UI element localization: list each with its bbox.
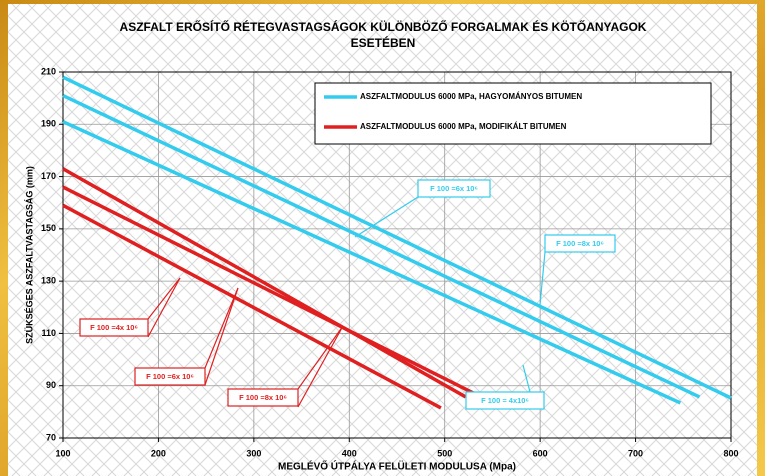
annotation-box — [417, 179, 491, 198]
x-tick-label: 700 — [628, 448, 643, 458]
y-tick-label: 190 — [41, 119, 56, 129]
annotation: F 100 =6x 10⁶ — [146, 372, 194, 381]
data-line — [62, 93, 701, 399]
callout-line — [147, 277, 181, 320]
x-tick-label: 500 — [437, 448, 452, 458]
x-tick-label: 100 — [55, 448, 70, 458]
callout-line — [522, 364, 531, 393]
callout-line — [204, 287, 239, 386]
plot-border — [62, 71, 732, 439]
callout-line — [204, 287, 239, 369]
x-tick-label: 800 — [723, 448, 738, 458]
x-tick-label: 600 — [533, 448, 548, 458]
annotation: F 100 =4x 10⁶ — [90, 323, 138, 332]
y-tick-label: 170 — [41, 171, 56, 181]
annotation: F 100 =8x 10⁶ — [556, 239, 604, 248]
y-tick-label: 150 — [41, 223, 56, 233]
callout-line — [539, 251, 546, 306]
y-axis-label: SZÜKSÉGES ASZFALTVASTAGSÁG (mm) — [24, 166, 34, 344]
legend-label: ASZFALTMODULUS 6000 MPa, HAGYOMÁNYOS BIT… — [360, 92, 582, 101]
annotation-box — [79, 318, 149, 337]
annotation-box — [465, 391, 545, 410]
chart-title: ESETÉBEN — [351, 35, 416, 50]
annotation-box — [544, 234, 616, 253]
data-line — [62, 120, 682, 405]
legend — [314, 82, 712, 145]
x-axis-label: MEGLÉVŐ ÚTPÁLYA FELÜLETI MODULUSA (Mpa) — [278, 460, 516, 473]
data-line — [62, 75, 732, 400]
x-tick-label: 300 — [246, 448, 261, 458]
data-line — [62, 203, 442, 410]
chart-area — [8, 4, 757, 476]
x-tick-label: 400 — [342, 448, 357, 458]
plot: ASZFALTMODULUS 6000 MPa, HAGYOMÁNYOS BIT… — [62, 75, 732, 410]
y-tick-label: 70 — [46, 432, 56, 442]
callout-line — [354, 196, 419, 238]
data-line — [62, 185, 502, 409]
annotation-box — [227, 388, 299, 407]
annotation: F 100 =8x 10⁶ — [239, 393, 287, 402]
legend-label: ASZFALTMODULUS 6000 MPa, MODIFIKÁLT BITU… — [360, 122, 567, 131]
x-tick-label: 200 — [151, 448, 166, 458]
y-tick-label: 90 — [46, 380, 56, 390]
chart-title: ASZFALT ERŐSÍTŐ RÉTEGVASTAGSÁGOK KÜLÖNBÖ… — [120, 19, 647, 34]
annotation: F 100 =6x 10⁶ — [430, 184, 478, 193]
annotation-box — [134, 367, 206, 386]
callout-line — [297, 325, 344, 390]
data-line — [62, 167, 467, 399]
y-tick-label: 210 — [41, 66, 56, 76]
y-tick-label: 110 — [41, 328, 56, 338]
annotation: F 100 = 4x10⁶ — [481, 396, 529, 405]
callout-line — [297, 325, 344, 408]
callout-line — [147, 277, 181, 338]
y-tick-label: 130 — [41, 276, 56, 286]
